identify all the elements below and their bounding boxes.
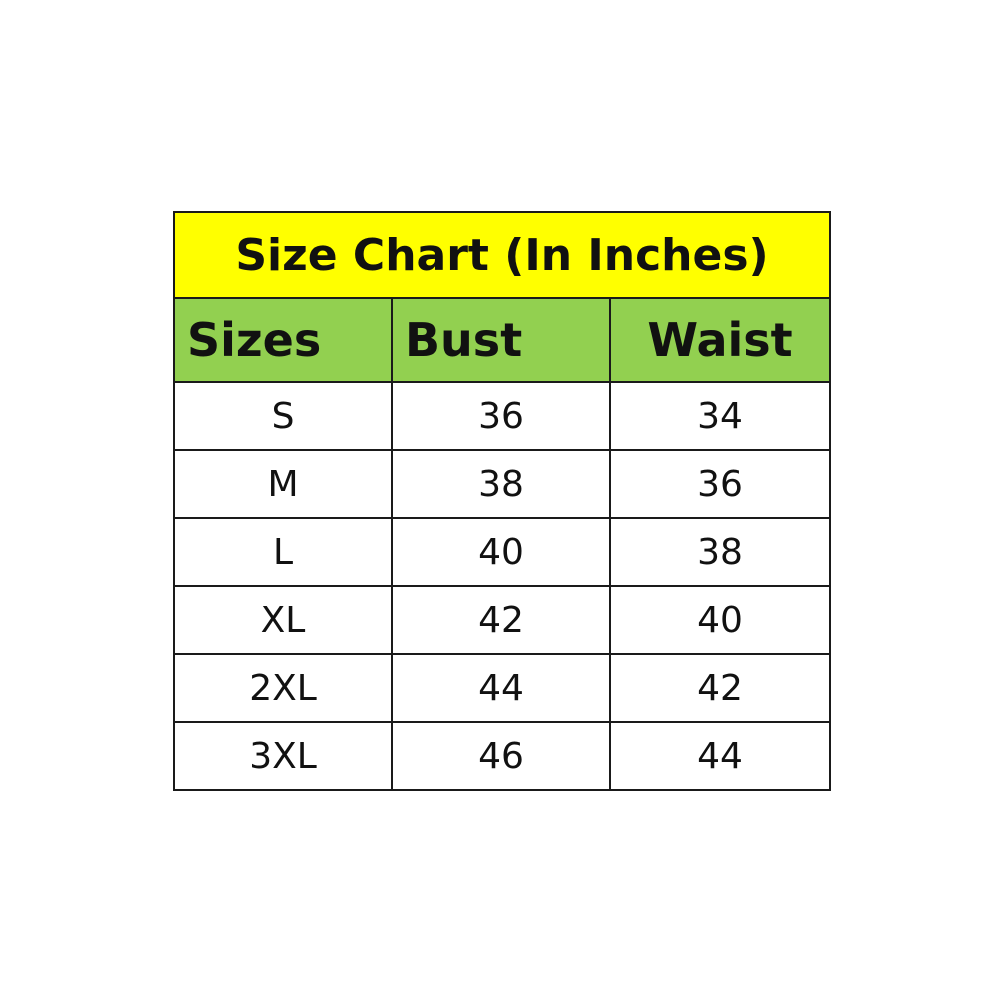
cell-bust: 44 (391, 653, 611, 723)
cell-size: S (173, 381, 393, 451)
cell-waist: 42 (609, 653, 831, 723)
header-bust: Bust (391, 297, 611, 383)
table-row: M 38 36 (173, 449, 831, 519)
title-row: Size Chart (In Inches) (173, 211, 831, 299)
cell-size: M (173, 449, 393, 519)
cell-waist: 34 (609, 381, 831, 451)
table-row: S 36 34 (173, 381, 831, 451)
cell-bust: 42 (391, 585, 611, 655)
table-title: Size Chart (In Inches) (173, 211, 831, 299)
cell-waist: 40 (609, 585, 831, 655)
cell-bust: 46 (391, 721, 611, 791)
cell-size: 2XL (173, 653, 393, 723)
table-row: XL 42 40 (173, 585, 831, 655)
size-chart-table: Size Chart (In Inches) Sizes Bust Waist … (173, 211, 831, 791)
table-row: 3XL 46 44 (173, 721, 831, 791)
cell-waist: 44 (609, 721, 831, 791)
cell-bust: 36 (391, 381, 611, 451)
table-row: L 40 38 (173, 517, 831, 587)
table-row: 2XL 44 42 (173, 653, 831, 723)
cell-waist: 36 (609, 449, 831, 519)
cell-size: 3XL (173, 721, 393, 791)
cell-bust: 40 (391, 517, 611, 587)
cell-bust: 38 (391, 449, 611, 519)
cell-waist: 38 (609, 517, 831, 587)
cell-size: L (173, 517, 393, 587)
cell-size: XL (173, 585, 393, 655)
header-sizes: Sizes (173, 297, 393, 383)
header-row: Sizes Bust Waist (173, 297, 831, 383)
header-waist: Waist (609, 297, 831, 383)
